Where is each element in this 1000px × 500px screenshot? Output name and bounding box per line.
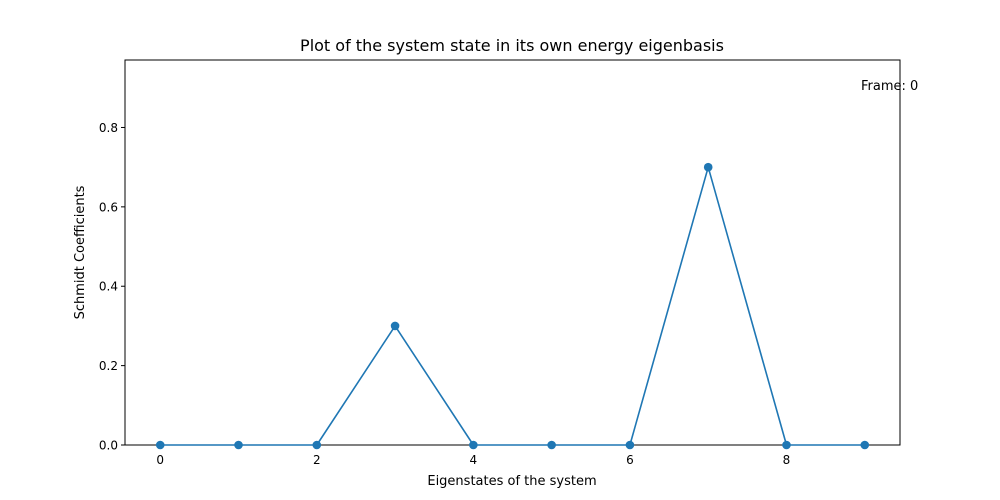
y-tick-label-3: 0.6 [99, 200, 118, 214]
y-tick-label-4: 0.8 [99, 121, 118, 135]
data-point-5 [547, 440, 556, 450]
x-tick-label-2: 2 [313, 453, 321, 467]
data-point-1 [234, 440, 243, 450]
x-tick-label-4: 4 [470, 453, 478, 467]
data-point-6 [625, 440, 635, 450]
x-axis-label: Eigenstates of the system [427, 474, 596, 489]
data-point-8 [782, 440, 791, 450]
series-line-0 [160, 166, 865, 446]
y-tick-label-2: 0.4 [99, 280, 118, 294]
data-point-9 [860, 440, 870, 450]
data-point-4 [469, 440, 478, 450]
x-tick-label-6: 6 [626, 453, 634, 467]
data-point-2 [312, 440, 322, 450]
frame-annotation: Frame: 0 [861, 79, 918, 94]
data-point-3 [390, 321, 400, 331]
chart-title: Plot of the system state in its own ener… [300, 36, 724, 55]
x-tick-label-0: 0 [156, 453, 164, 467]
x-tick-label-8: 8 [783, 453, 791, 467]
axes-frame [124, 59, 901, 446]
data-point-0 [155, 440, 165, 450]
y-axis-label: Schmidt Coefficients [73, 185, 88, 319]
y-tick-label-1: 0.2 [99, 359, 118, 373]
plot-area: 0 2 4 6 8 0.0 0.2 0.4 0.6 0.8 [99, 59, 901, 467]
y-tick-label-0: 0.0 [99, 439, 118, 453]
data-point-7 [703, 162, 713, 172]
